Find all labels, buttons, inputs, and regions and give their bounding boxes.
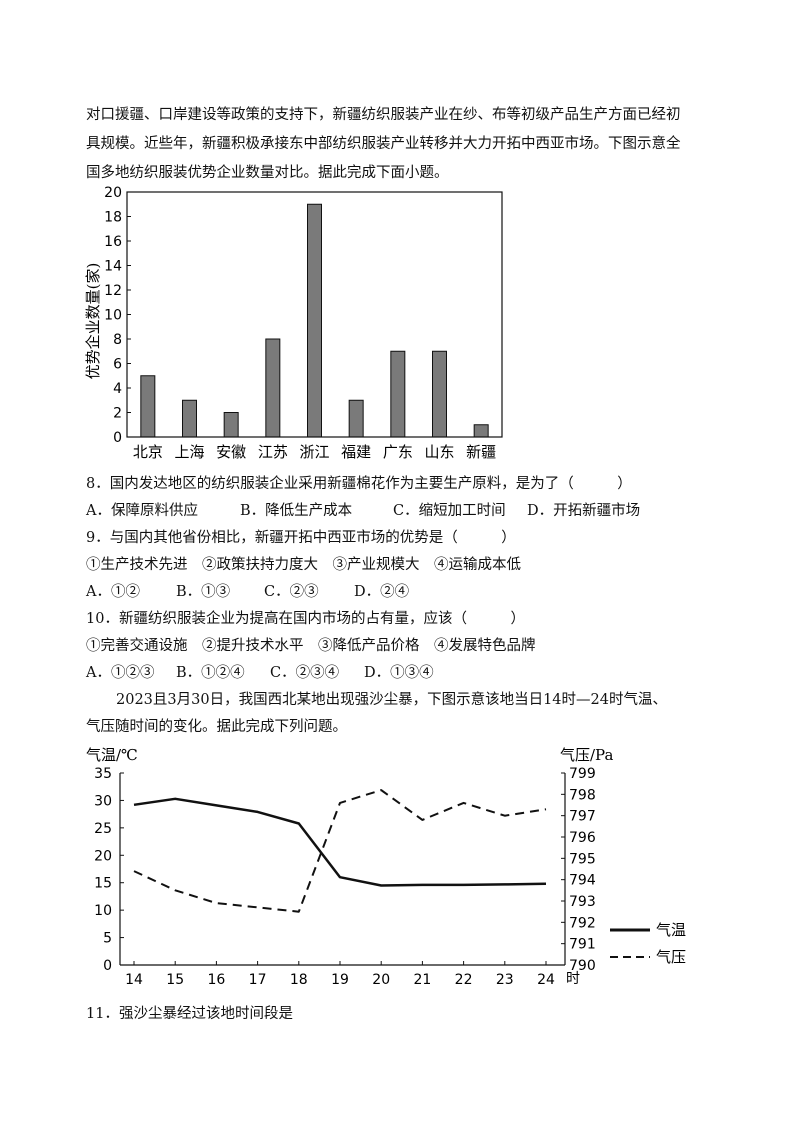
q10-stem: 10．新疆纺织服装企业为提高在国内市场的占有量，应该（ ） [86, 611, 525, 627]
left-tick-label: 35 [94, 766, 112, 782]
intro-line-2: 具规模。近些年，新疆积极承接东中部纺织服装产业转移并大力开拓中西亚市场。下图示意… [86, 136, 681, 152]
q9-items: ①生产技术先进 ②政策扶持力度大 ③产业规模大 ④运输成本低 [86, 557, 521, 573]
right-tick-label: 793 [569, 894, 596, 910]
bar-新疆 [473, 424, 489, 438]
bar-山东 [432, 350, 447, 438]
line-chart-x-unit: 时 [566, 971, 580, 987]
legend-temp-label: 气温 [656, 921, 686, 939]
bar-福建 [348, 399, 364, 438]
bar-ytick-label: 20 [104, 185, 122, 201]
bar-ytick-label: 2 [113, 406, 122, 422]
bar-ytick-label: 4 [113, 381, 122, 397]
bar-ytick-label: 0 [113, 430, 122, 446]
right-tick-label: 796 [569, 830, 596, 846]
left-tick-label: 20 [94, 848, 112, 864]
right-tick-label: 799 [569, 766, 596, 782]
bar-ytick-label: 6 [113, 357, 122, 373]
bar-chart-ylabel: 优势企业数量(家) [84, 263, 102, 380]
left-tick-label: 15 [94, 876, 112, 892]
x-tick-label: 18 [290, 972, 308, 988]
x-tick-label: 22 [455, 972, 473, 988]
left-tick-label: 5 [103, 931, 112, 947]
left-tick-label: 25 [94, 821, 112, 837]
bar-category-label: 安徽 [216, 443, 246, 461]
right-tick-label: 792 [569, 915, 596, 931]
right-tick-label: 791 [569, 937, 596, 953]
q10-option-d: D．①③④ [364, 665, 434, 681]
intro-line-3: 国多地纺织服装优势企业数量对比。据此完成下面小题。 [86, 165, 449, 181]
right-tick-label: 798 [569, 787, 596, 803]
bar-浙江 [307, 203, 322, 438]
q10-option-a: A．①②③ [86, 665, 155, 681]
line-chart-left-label: 气温/℃ [86, 746, 138, 764]
q11-stem: 11．强沙尘暴经过该地时间段是 [86, 1006, 293, 1022]
legend-pressure-label: 气压 [656, 948, 686, 966]
bar-chart: 优势企业数量(家) 0 2 4 6 8 10 12 14 16 18 20 北京 上海 安徽 江苏 浙江 福建… [84, 185, 503, 461]
bar-ytick-label: 8 [113, 332, 122, 348]
temperature-line [133, 797, 547, 887]
bar-江苏 [265, 338, 281, 438]
bar-category-label: 北京 [133, 443, 163, 461]
right-tick-label: 795 [569, 851, 596, 867]
x-tick-label: 19 [331, 972, 349, 988]
intro2-line-1: 2023且3月30日，我国西北某地出现强沙尘暴，下图示意该地当日14时—24时气… [116, 692, 667, 708]
q9-stem: 9．与国内其他省份相比，新疆开拓中西亚市场的优势是（ ） [86, 530, 516, 546]
bar-安徽 [223, 412, 239, 438]
q9-option-c: C．②③ [264, 584, 319, 600]
intro-line-1: 对口援疆、口岸建设等政策的支持下，新疆纺织服装产业在纱、布等初级产品生产方面已经… [86, 107, 681, 123]
x-tick-label: 15 [166, 972, 184, 988]
q8-stem: 8．国内发达地区的纺织服装企业采用新疆棉花作为主要生产原料，是为了（ ） [86, 476, 632, 492]
left-tick-label: 0 [103, 958, 112, 974]
bar-category-label: 新疆 [466, 443, 496, 461]
q9-option-d: D．②④ [354, 584, 410, 600]
q8-option-d: D．开拓新疆市场 [527, 503, 641, 519]
q8-option-a: A．保障原料供应 [86, 503, 198, 519]
right-tick-label: 790 [569, 958, 596, 974]
x-tick-label: 20 [372, 972, 390, 988]
bar-广东 [390, 350, 406, 438]
q8-option-b: B．降低生产成本 [240, 503, 353, 519]
bar-ytick-label: 12 [104, 283, 122, 299]
bar-category-label: 福建 [341, 443, 371, 461]
left-tick-label: 30 [94, 793, 112, 809]
bar-category-label: 山东 [424, 443, 454, 461]
bar-北京 [140, 375, 156, 438]
bar-category-label: 广东 [383, 443, 413, 461]
x-tick-label: 21 [413, 972, 431, 988]
q10-items: ①完善交通设施 ②提升技术水平 ③降低产品价格 ④发展特色品牌 [86, 638, 536, 654]
right-tick-label: 794 [569, 873, 596, 889]
bar-category-label: 浙江 [299, 443, 329, 461]
q10-option-c: C．②③④ [270, 665, 340, 681]
pressure-line [133, 789, 547, 913]
right-tick-label: 797 [569, 809, 596, 825]
line-chart-right-label: 气压/Pa [560, 746, 613, 764]
q10-option-b: B．①②④ [176, 665, 245, 681]
left-tick-label: 10 [94, 903, 112, 919]
bar-ytick-label: 10 [104, 308, 122, 324]
bar-ytick-label: 18 [104, 210, 122, 226]
bar-category-label: 上海 [174, 443, 204, 461]
bar-ytick-label: 14 [104, 259, 122, 275]
x-tick-label: 16 [207, 972, 225, 988]
q9-option-a: A．①② [86, 584, 140, 600]
bar-ytick-label: 16 [104, 234, 122, 250]
x-tick-label: 23 [496, 972, 514, 988]
bar-上海 [182, 399, 197, 438]
bar-category-label: 江苏 [258, 443, 288, 461]
line-chart: 气温/℃ 气压/Pa 0 5 10 15 20 25 30 35 790 791 792 793 79… [86, 746, 686, 988]
bar-plot-frame [126, 191, 503, 438]
q9-option-b: B．①③ [176, 584, 231, 600]
x-tick-label: 14 [125, 972, 143, 988]
q8-option-c: C．缩短加工时间 [393, 503, 506, 519]
x-tick-label: 24 [537, 972, 555, 988]
intro2-line-2: 气压随时间的变化。据此完成下列问题。 [86, 719, 347, 735]
x-tick-label: 17 [249, 972, 267, 988]
